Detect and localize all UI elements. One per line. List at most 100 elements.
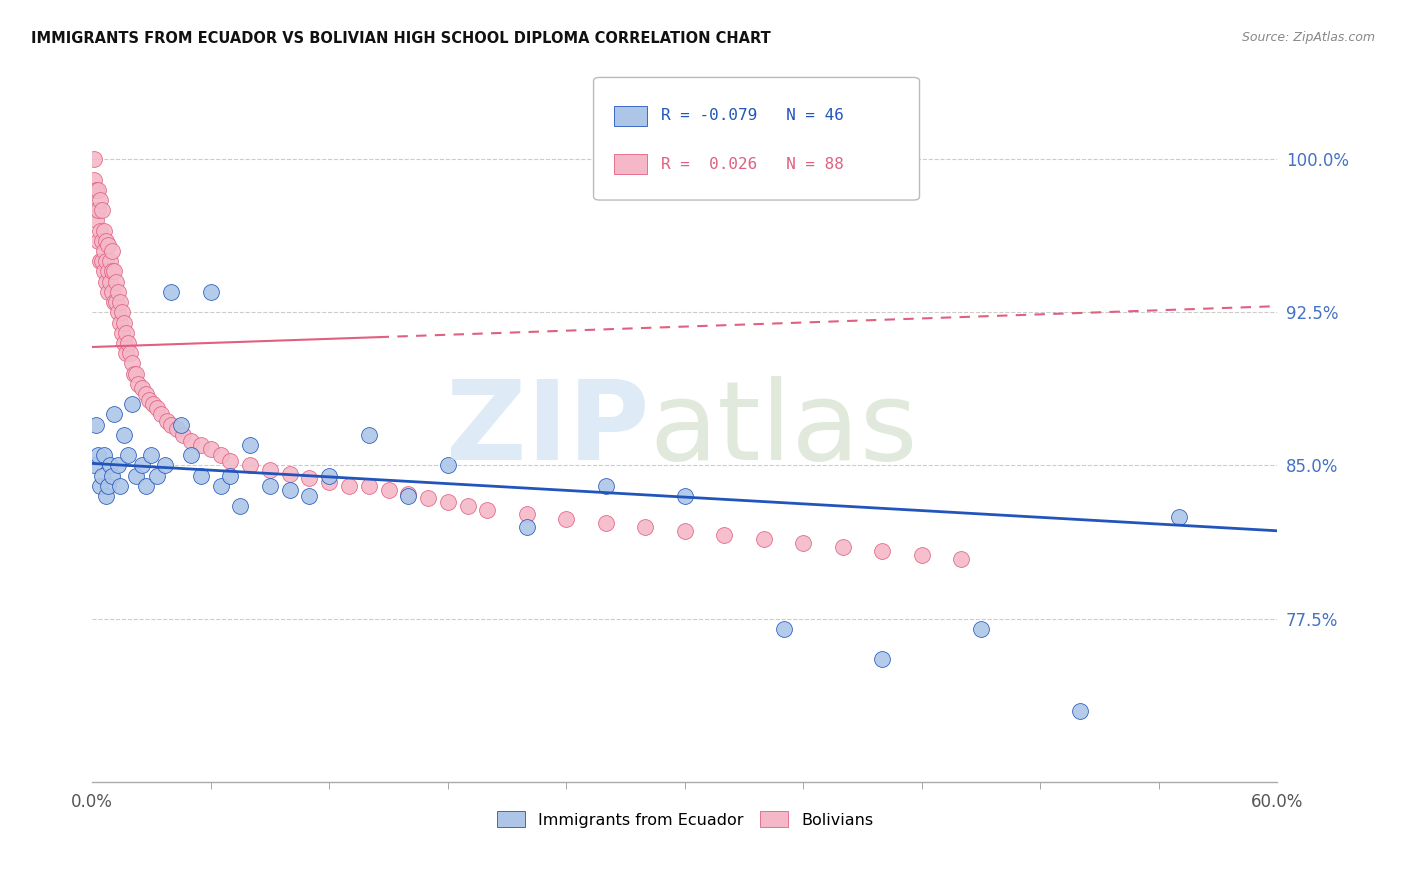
Point	[229, 500, 252, 514]
Point	[91, 468, 114, 483]
Point	[180, 448, 202, 462]
Point	[124, 468, 146, 483]
Point	[357, 427, 380, 442]
Point	[396, 489, 419, 503]
Point	[1069, 704, 1091, 718]
Point	[87, 448, 110, 462]
Point	[170, 417, 193, 432]
Point	[673, 489, 696, 503]
Point	[89, 254, 111, 268]
Point	[595, 479, 617, 493]
Point	[752, 532, 775, 546]
Point	[94, 489, 117, 503]
Point	[259, 479, 281, 493]
Point	[97, 285, 120, 299]
Point	[138, 393, 160, 408]
Point	[416, 491, 439, 505]
Point	[377, 483, 399, 497]
Point	[112, 316, 135, 330]
Point	[93, 224, 115, 238]
Point	[107, 458, 129, 473]
Point	[200, 285, 222, 299]
Point	[98, 254, 121, 268]
Point	[93, 264, 115, 278]
Point	[457, 500, 479, 514]
Point	[84, 183, 107, 197]
Point	[150, 408, 173, 422]
Point	[146, 401, 169, 416]
Point	[555, 511, 578, 525]
Point	[190, 468, 212, 483]
Point	[121, 356, 143, 370]
Point	[1167, 509, 1189, 524]
Point	[146, 468, 169, 483]
Point	[112, 427, 135, 442]
Point	[114, 346, 136, 360]
Point	[950, 552, 973, 566]
Point	[83, 152, 105, 166]
Point	[219, 468, 242, 483]
Point	[477, 503, 499, 517]
Point	[89, 479, 111, 493]
Point	[156, 413, 179, 427]
Text: IMMIGRANTS FROM ECUADOR VS BOLIVIAN HIGH SCHOOL DIPLOMA CORRELATION CHART: IMMIGRANTS FROM ECUADOR VS BOLIVIAN HIGH…	[31, 31, 770, 46]
Point	[298, 489, 321, 503]
Point	[357, 479, 380, 493]
Point	[118, 346, 141, 360]
FancyBboxPatch shape	[613, 154, 647, 174]
Point	[337, 479, 360, 493]
Point	[634, 520, 657, 534]
Point	[103, 408, 125, 422]
Point	[84, 203, 107, 218]
Text: ZIP: ZIP	[446, 376, 650, 483]
Point	[219, 454, 242, 468]
Point	[117, 448, 139, 462]
FancyBboxPatch shape	[593, 78, 920, 200]
Point	[160, 417, 183, 432]
Point	[114, 326, 136, 340]
Point	[318, 468, 340, 483]
Point	[94, 254, 117, 268]
Point	[172, 427, 194, 442]
Point	[970, 622, 993, 636]
Point	[103, 295, 125, 310]
Point	[278, 467, 301, 481]
Point	[142, 397, 165, 411]
Point	[83, 458, 105, 473]
Point	[516, 520, 538, 534]
Point	[112, 335, 135, 350]
Point	[239, 438, 262, 452]
Point	[209, 479, 232, 493]
Point	[98, 458, 121, 473]
Point	[318, 475, 340, 489]
Point	[108, 479, 131, 493]
Point	[124, 367, 146, 381]
Point	[98, 275, 121, 289]
Point	[239, 458, 262, 473]
Point	[122, 367, 145, 381]
Point	[93, 244, 115, 258]
Text: Source: ZipAtlas.com: Source: ZipAtlas.com	[1241, 31, 1375, 45]
Point	[160, 285, 183, 299]
Point	[101, 285, 124, 299]
Point	[190, 438, 212, 452]
Point	[104, 275, 127, 289]
Point	[141, 448, 163, 462]
Point	[209, 448, 232, 462]
Point	[180, 434, 202, 448]
Point	[396, 487, 419, 501]
Point	[89, 193, 111, 207]
Point	[911, 549, 934, 563]
Point	[87, 183, 110, 197]
Point	[94, 275, 117, 289]
Point	[134, 387, 156, 401]
Point	[107, 305, 129, 319]
Point	[101, 244, 124, 258]
Point	[872, 652, 894, 666]
Point	[831, 540, 853, 554]
Point	[101, 264, 124, 278]
Point	[111, 305, 134, 319]
Point	[84, 213, 107, 227]
FancyBboxPatch shape	[613, 106, 647, 126]
Point	[87, 203, 110, 218]
